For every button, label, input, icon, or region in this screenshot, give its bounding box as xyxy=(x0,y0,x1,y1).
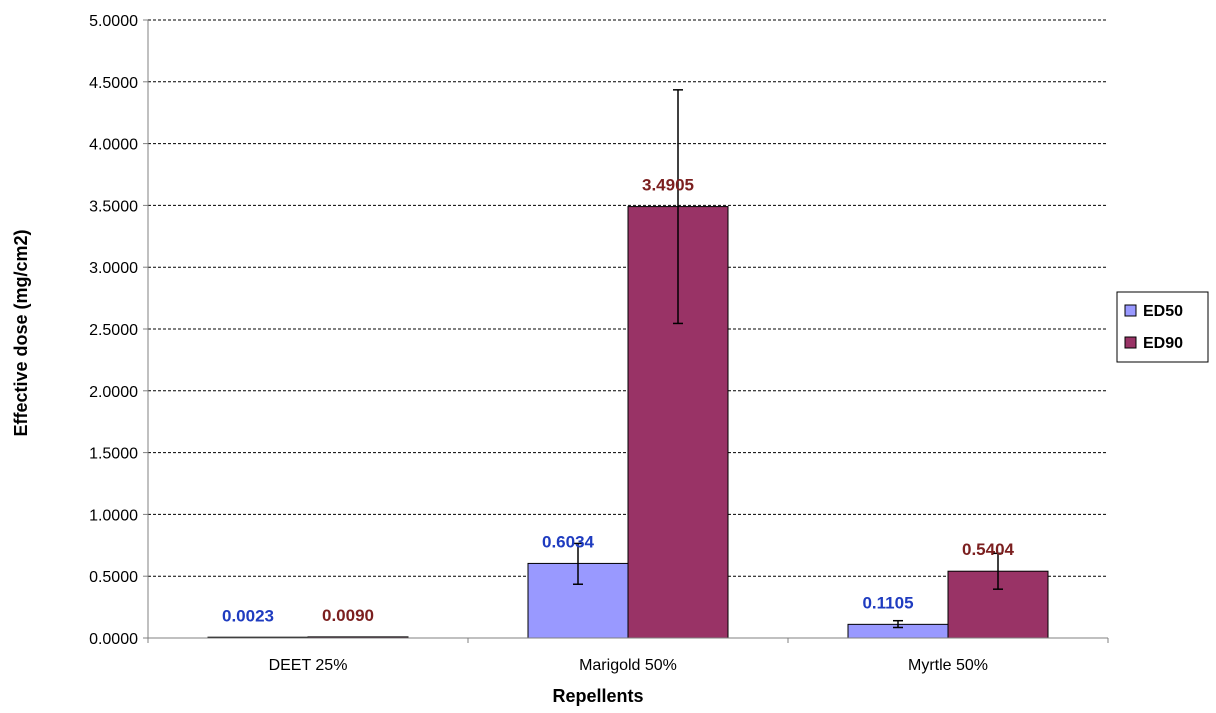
data-label-ed50: 0.0023 xyxy=(222,607,274,626)
y-tick-label: 4.0000 xyxy=(89,137,138,154)
y-tick-label: 3.5000 xyxy=(89,198,138,215)
legend-swatch-ed90 xyxy=(1124,336,1137,349)
legend-label-ed90: ED90 xyxy=(1143,335,1183,352)
data-label-ed90: 3.4905 xyxy=(642,176,694,195)
y-tick-labels: 0.0000 0.5000 1.0000 1.5000 2.0000 2.5000 3.00… xyxy=(89,13,148,648)
y-tick-label: 0.5000 xyxy=(89,569,138,586)
data-label-ed50: 0.6034 xyxy=(542,532,595,551)
legend: ED50 ED90 xyxy=(1116,291,1209,363)
x-tick-label: DEET 25% xyxy=(269,657,348,674)
y-axis-title: Effective dose (mg/cm2) xyxy=(11,229,31,436)
data-label-ed50: 0.1105 xyxy=(862,593,913,612)
y-tick-label: 5.0000 xyxy=(89,13,138,30)
legend-box xyxy=(1116,291,1209,363)
data-labels: 0.0023 0.0090 0.6034 3.4905 0.1105 0.5404 xyxy=(222,176,1015,626)
y-tick-label: 0.0000 xyxy=(89,631,138,648)
y-tick-label: 2.5000 xyxy=(89,322,138,339)
error-bars xyxy=(573,89,1003,629)
x-axis-title: Repellents xyxy=(552,686,643,706)
data-label-ed90: 0.5404 xyxy=(962,540,1015,559)
legend-swatch-ed50 xyxy=(1124,304,1137,317)
x-tick-labels: DEET 25% Marigold 50% Myrtle 50% xyxy=(147,638,1109,674)
y-tick-label: 4.5000 xyxy=(89,75,138,92)
bars xyxy=(207,206,1049,639)
x-tick-label: Myrtle 50% xyxy=(908,657,988,674)
legend-label-ed50: ED50 xyxy=(1143,303,1183,320)
y-tick-label: 3.0000 xyxy=(89,260,138,277)
y-tick-label: 1.0000 xyxy=(89,507,138,524)
y-tick-label: 2.0000 xyxy=(89,384,138,401)
x-tick-label: Marigold 50% xyxy=(579,657,677,674)
y-tick-label: 1.5000 xyxy=(89,446,138,463)
data-label-ed90: 0.0090 xyxy=(322,606,374,625)
